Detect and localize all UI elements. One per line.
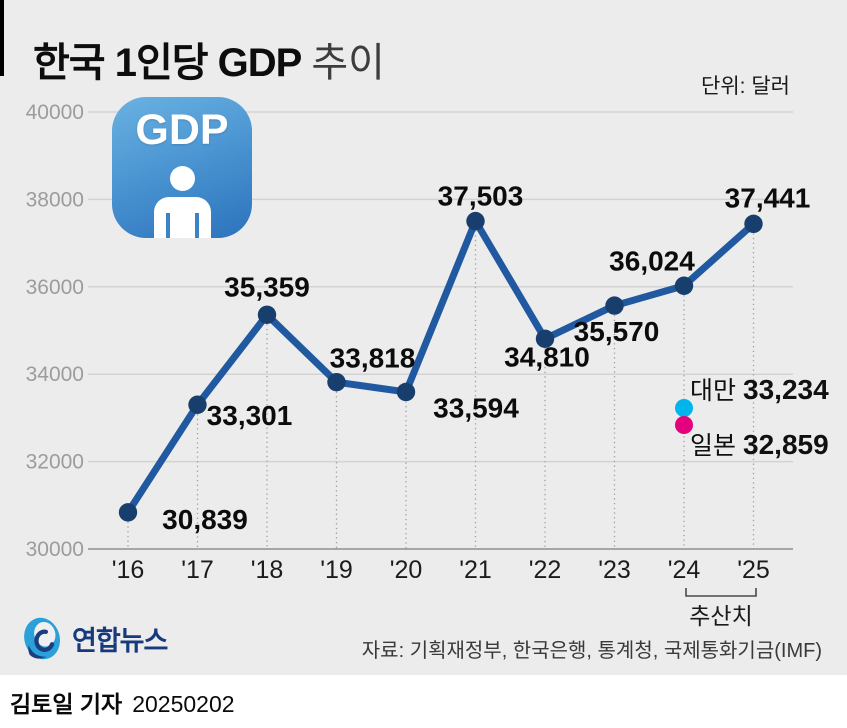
- y-tick-label: 30000: [26, 538, 84, 561]
- person-head-icon: [170, 166, 195, 191]
- data-point: [118, 503, 138, 522]
- x-tick-label: '18: [251, 556, 284, 584]
- x-tick-label: '23: [598, 556, 631, 584]
- y-tick-label: 38000: [26, 188, 84, 211]
- footer-band: [0, 675, 847, 728]
- gdp-badge-label: GDP: [135, 106, 229, 154]
- data-label: 33,818: [330, 343, 416, 374]
- annotation-label: 일본 32,859: [690, 429, 829, 460]
- y-tick-label: 40000: [26, 101, 84, 124]
- person-arm-gap-right: [195, 213, 199, 238]
- data-point: [327, 372, 346, 392]
- data-point: [396, 382, 416, 402]
- data-label: 37,441: [725, 182, 811, 213]
- y-tick-label: 34000: [26, 363, 84, 386]
- gdp-badge: GDP: [112, 97, 252, 238]
- title-sub: 추이: [311, 41, 385, 85]
- data-label: 33,594: [433, 392, 519, 423]
- data-point: [257, 305, 277, 325]
- yonhap-globe-icon: [24, 617, 60, 659]
- x-tick-label: '25: [737, 556, 770, 584]
- x-tick-label: '24: [668, 556, 701, 584]
- data-label: 37,503: [438, 181, 524, 212]
- byline-reporter: 김토일 기자: [10, 691, 123, 717]
- data-point: [605, 296, 624, 315]
- annotation-label: 대만 33,234: [690, 374, 829, 405]
- person-body-icon: [154, 197, 211, 238]
- x-tick-label: '16: [112, 556, 145, 584]
- x-tick-label: '22: [529, 556, 562, 584]
- byline-date: 20250202: [132, 691, 235, 717]
- taiwan-dot: [675, 399, 693, 417]
- data-label: 30,839: [162, 504, 248, 535]
- data-point: [466, 211, 485, 231]
- byline: 김토일 기자 20250202: [10, 685, 235, 719]
- data-label: 35,359: [224, 271, 310, 302]
- data-point: [535, 329, 555, 349]
- title-accent-bar: [0, 0, 4, 76]
- source-credit: 자료: 기획재정부, 한국은행, 통계청, 국제통화기금(IMF): [361, 640, 822, 662]
- x-tick-label: '21: [459, 556, 492, 584]
- person-arm-gap-left: [166, 213, 170, 238]
- data-point: [674, 276, 694, 295]
- x-tick-label: '17: [181, 556, 214, 584]
- data-point: [188, 395, 207, 414]
- data-label: 33,301: [207, 400, 293, 431]
- yonhap-logo: 연합뉴스: [22, 614, 168, 662]
- data-label: 36,024: [609, 245, 695, 276]
- y-tick-label: 36000: [26, 276, 84, 299]
- trend-line: [124, 217, 757, 516]
- estimate-bracket: [685, 588, 757, 597]
- page-title: 한국 1인당 GDP 추이: [33, 30, 385, 88]
- japan-dot: [675, 416, 693, 434]
- x-tick-label: '20: [390, 556, 423, 584]
- data-label: 35,570: [574, 316, 660, 347]
- x-tick-label: '19: [320, 556, 353, 584]
- data-label: 34,810: [504, 341, 590, 372]
- estimate-label: 추산치: [689, 603, 752, 629]
- yonhap-logo-text: 연합뉴스: [72, 625, 168, 656]
- title-main: 한국 1인당 GDP: [33, 41, 302, 85]
- data-point: [744, 214, 763, 234]
- y-tick-label: 32000: [26, 451, 84, 474]
- unit-label: 단위: 달러: [701, 75, 790, 98]
